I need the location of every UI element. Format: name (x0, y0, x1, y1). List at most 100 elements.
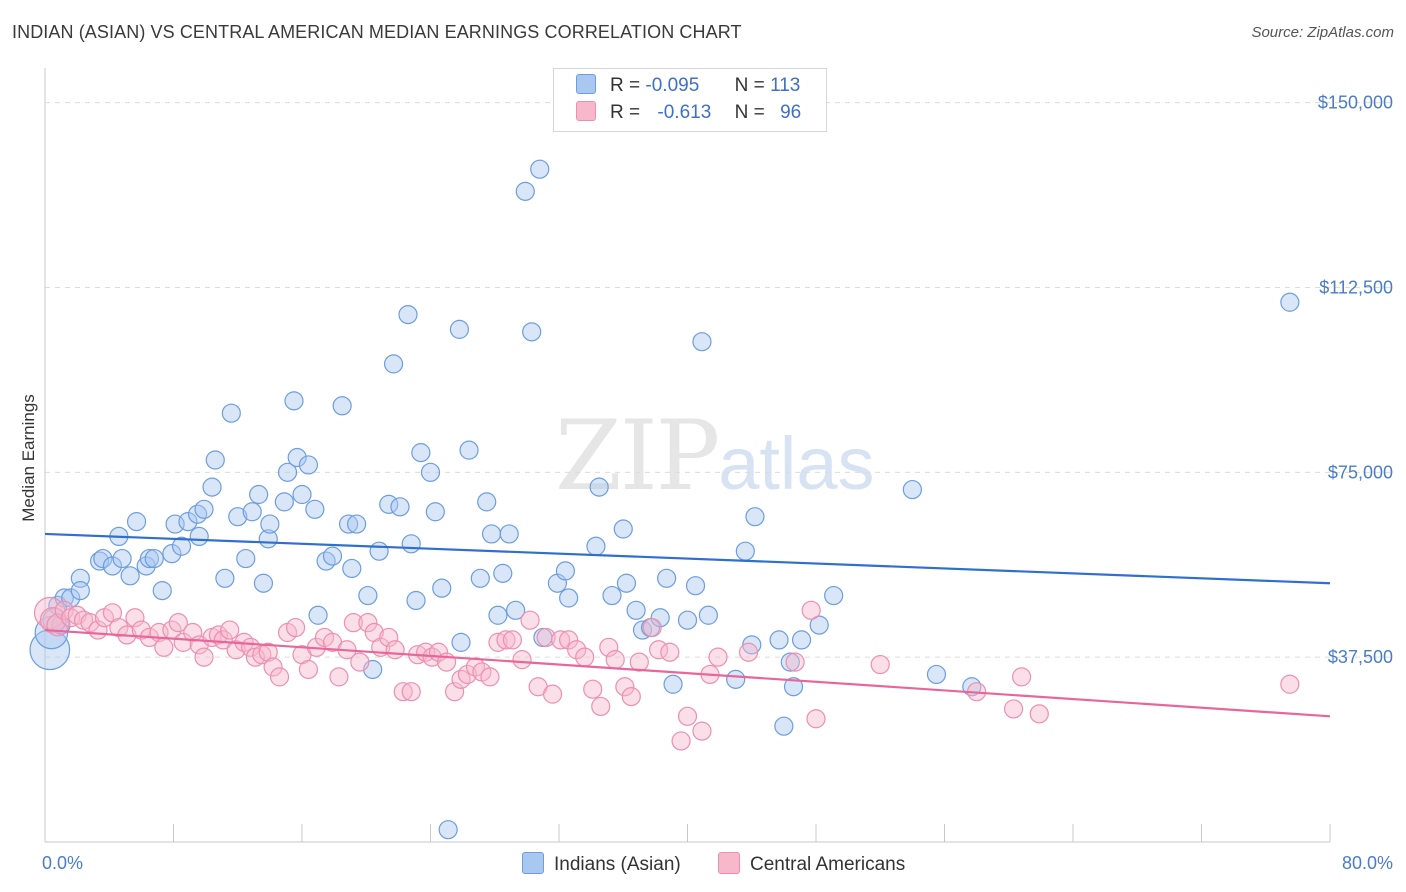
indian-point-30 (221, 403, 241, 423)
central-american-point-96 (870, 654, 890, 675)
central-american-point-83 (629, 652, 649, 672)
indian-point-50 (342, 558, 362, 579)
trend-line-indians (44, 532, 1331, 585)
central-american-point-71 (536, 627, 556, 648)
indian-point-24 (187, 504, 208, 524)
central-american-point-72 (542, 684, 563, 704)
bottom-legend-swatch-blue (522, 852, 544, 874)
indian-point-81 (555, 561, 576, 581)
central-american-point-100 (1029, 704, 1049, 724)
indian-point-108 (824, 585, 844, 606)
central-american-point-64 (480, 667, 500, 687)
indian-point-75 (506, 600, 526, 620)
central-american-point-7 (80, 613, 100, 633)
indian-point-69 (470, 568, 490, 588)
y-axis-label: Median Earnings (19, 394, 38, 522)
trend-lines (44, 532, 1331, 718)
indian-point-83 (589, 477, 609, 497)
bottom-legend-central-americans: Central Americans (718, 852, 905, 876)
legend-r-label: R = (610, 102, 641, 123)
indian-point-57 (390, 497, 410, 517)
central-american-point-60 (451, 669, 471, 689)
y-tick-label: $150,000 (1318, 93, 1393, 113)
x-tick-label-max: 80.0% (1342, 853, 1393, 873)
central-american-point-79 (599, 637, 619, 657)
central-american-point-93 (785, 652, 805, 672)
indian-point-103 (780, 652, 800, 672)
watermark-zip: ZIP (555, 400, 720, 512)
indian-point-74 (499, 524, 519, 544)
x-tick-label-min: 0.0% (42, 853, 83, 873)
indian-point-65 (438, 820, 458, 840)
central-american-point-88 (677, 706, 698, 726)
indian-point-11 (102, 556, 123, 576)
indian-point-46 (316, 551, 336, 571)
central-american-point-78 (591, 696, 611, 717)
indian-point-95 (685, 576, 706, 596)
indian-point-38 (274, 492, 294, 512)
indian-point-94 (677, 610, 698, 630)
central-american-point-26 (213, 630, 233, 650)
indian-point-54 (369, 541, 389, 561)
y-tick-label: $37,500 (1328, 647, 1393, 667)
indian-point-84 (586, 536, 606, 556)
central-american-point-82 (621, 686, 641, 707)
central-american-point-53 (401, 682, 421, 702)
central-american-point-59 (444, 682, 465, 702)
indian-point-97 (698, 605, 718, 625)
indian-point-48 (332, 396, 352, 416)
central-american-point-33 (258, 642, 278, 662)
y-tick-label: $112,500 (1319, 277, 1393, 297)
indian-point-101 (745, 507, 765, 527)
indian-point-109 (902, 479, 922, 500)
central-american-point-87 (671, 731, 691, 751)
central-american-point-13 (125, 608, 145, 628)
indian-point-18 (144, 548, 164, 569)
indian-point-64 (432, 578, 452, 598)
indian-point-70 (477, 492, 497, 512)
central-american-point-23 (194, 647, 214, 667)
indian-point-72 (488, 605, 508, 625)
bottom-legend-indians: Indians (Asian) (522, 852, 681, 876)
indian-point-29 (215, 568, 235, 588)
indian-point-35 (253, 573, 274, 593)
central-american-point-43 (329, 667, 349, 687)
central-american-point-61 (457, 664, 478, 685)
indian-point-76 (515, 181, 535, 201)
indian-point-10 (93, 548, 113, 569)
central-american-point-91 (708, 647, 728, 667)
indian-point-41 (287, 447, 307, 468)
indian-point-43 (298, 455, 319, 475)
central-american-point-69 (520, 610, 540, 630)
series-central-americans (33, 596, 1300, 751)
central-american-point-39 (298, 659, 319, 680)
indian-point-6 (61, 588, 81, 608)
indian-point-99 (735, 541, 755, 561)
indian-point-58 (398, 304, 418, 325)
indian-point-67 (451, 632, 471, 652)
indian-point-15 (126, 512, 147, 532)
watermark: ZIPatlas (555, 400, 875, 512)
legend-n-value: 113 (770, 75, 801, 96)
indian-point-92 (657, 568, 677, 588)
indian-point-45 (308, 605, 328, 625)
indian-point-28 (205, 450, 225, 470)
indian-point-87 (616, 573, 637, 593)
central-american-point-99 (1011, 667, 1032, 687)
indian-point-27 (202, 477, 222, 497)
central-american-point-37 (285, 617, 306, 638)
y-tick-labels: $150,000 $112,500 $75,000 $37,500 (1318, 93, 1393, 668)
central-american-point-46 (350, 652, 370, 672)
central-american-point-94 (801, 600, 821, 620)
central-american-point-20 (173, 632, 193, 652)
bottom-legend-swatch-pink (718, 852, 740, 874)
central-american-point-66 (496, 630, 516, 650)
indian-point-93 (663, 674, 683, 694)
indian-point-56 (383, 354, 404, 374)
source-label: Source: ZipAtlas.com (1251, 24, 1394, 41)
y-tick-label: $75,000 (1328, 462, 1393, 482)
legend-n-label: N = (734, 75, 765, 96)
watermark-atlas: atlas (718, 422, 875, 505)
central-american-point-51 (385, 640, 405, 660)
